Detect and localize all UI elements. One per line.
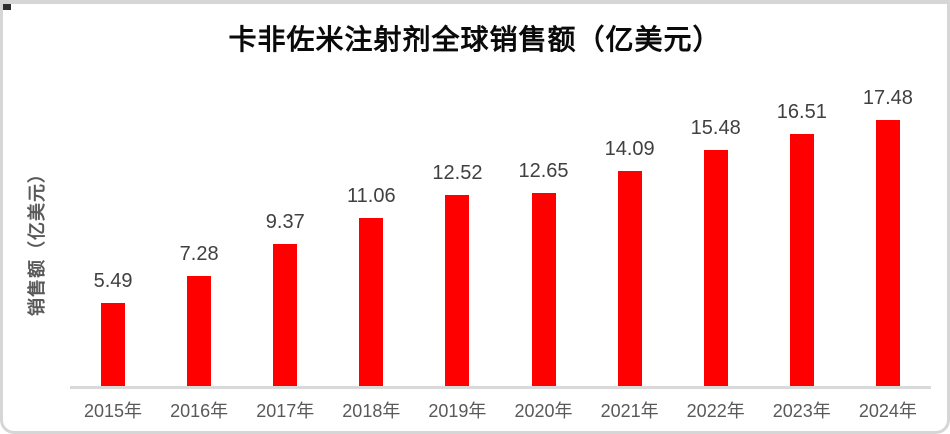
bar-value-label: 12.52 [432, 162, 483, 185]
x-axis-label: 2023年 [772, 401, 831, 421]
bar [531, 193, 556, 387]
bar-value-label: 12.65 [518, 160, 569, 183]
bar [703, 150, 728, 387]
x-axis-label: 2022年 [686, 401, 745, 421]
bar-value-label: 14.09 [604, 138, 655, 161]
bar [875, 119, 900, 387]
bar-slot: 9.37 [242, 84, 328, 387]
bar-slot: 5.49 [70, 84, 156, 387]
corner-artifact [3, 4, 11, 10]
bar-value-label: 9.37 [265, 210, 305, 233]
bar-slot: 7.28 [156, 84, 242, 387]
y-axis-title-text: 销售额（亿美元） [27, 164, 47, 316]
bar-slot: 12.52 [414, 84, 500, 387]
x-axis-label: 2015年 [84, 401, 143, 421]
bar-value-label: 5.49 [93, 270, 133, 292]
bar-slot: 17.48 [845, 84, 931, 387]
bar-slot: 11.06 [328, 84, 414, 387]
x-axis-label: 2021年 [600, 401, 659, 421]
bar [789, 134, 814, 387]
bar-slot: 15.48 [673, 84, 759, 387]
x-axis-label: 2016年 [170, 401, 229, 421]
x-axis-label: 2017年 [256, 401, 315, 421]
x-axis-label: 2020年 [514, 401, 573, 421]
bar [445, 195, 470, 387]
x-axis-label: 2019年 [428, 401, 487, 421]
bar [617, 171, 642, 387]
x-axis-labels: 2015年 2016年 2017年 2018年 2019年 2020年 2021年 2022年… [70, 397, 931, 423]
bar-value-label: 17.48 [862, 86, 913, 109]
bar-value-label: 16.51 [776, 101, 827, 124]
bar-value-label: 11.06 [347, 184, 396, 207]
bar-value-label: 7.28 [179, 242, 219, 265]
bar [273, 243, 298, 387]
plot-area: 5.49 7.28 9.37 11.06 12.52 12.65 14.09 15.48 16.… [70, 84, 931, 387]
bar [359, 217, 384, 387]
bar [101, 303, 126, 387]
x-axis-label: 2018年 [342, 401, 401, 421]
x-axis-line [70, 386, 931, 389]
x-axis-label: 2024年 [858, 401, 917, 421]
bar-slot: 12.65 [500, 84, 586, 387]
bar-value-label: 15.48 [690, 117, 741, 140]
bar-slot: 14.09 [587, 84, 673, 387]
bar [187, 275, 212, 387]
chart-title: 卡非佐米注射剂全球销售额（亿美元） [228, 25, 722, 56]
bar-slot: 16.51 [759, 84, 845, 387]
